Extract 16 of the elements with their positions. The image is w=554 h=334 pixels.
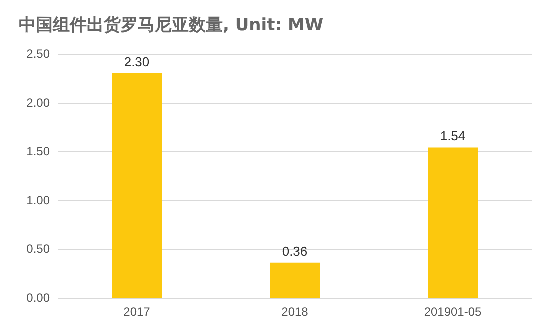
y-tick-label: 2.00 bbox=[26, 96, 50, 110]
y-tick-label: 1.00 bbox=[26, 193, 50, 208]
x-tick-label: 2017 bbox=[124, 305, 151, 319]
data-label: 2.30 bbox=[124, 54, 150, 70]
data-label: 0.36 bbox=[282, 244, 308, 259]
chart-title: 中国组件出货罗马尼亚数量, Unit: MW bbox=[19, 16, 324, 36]
y-tick-label: 2.50 bbox=[26, 47, 50, 61]
y-tick-label: 0.50 bbox=[26, 242, 50, 256]
y-tick-label: 1.50 bbox=[26, 144, 50, 159]
bar bbox=[270, 262, 320, 298]
data-label: 1.54 bbox=[440, 128, 466, 144]
bar bbox=[112, 74, 162, 298]
bar bbox=[428, 148, 478, 298]
y-tick-label: 0.00 bbox=[26, 291, 50, 305]
x-tick-label: 201901-05 bbox=[424, 305, 482, 319]
x-tick-label: 2018 bbox=[282, 305, 309, 319]
